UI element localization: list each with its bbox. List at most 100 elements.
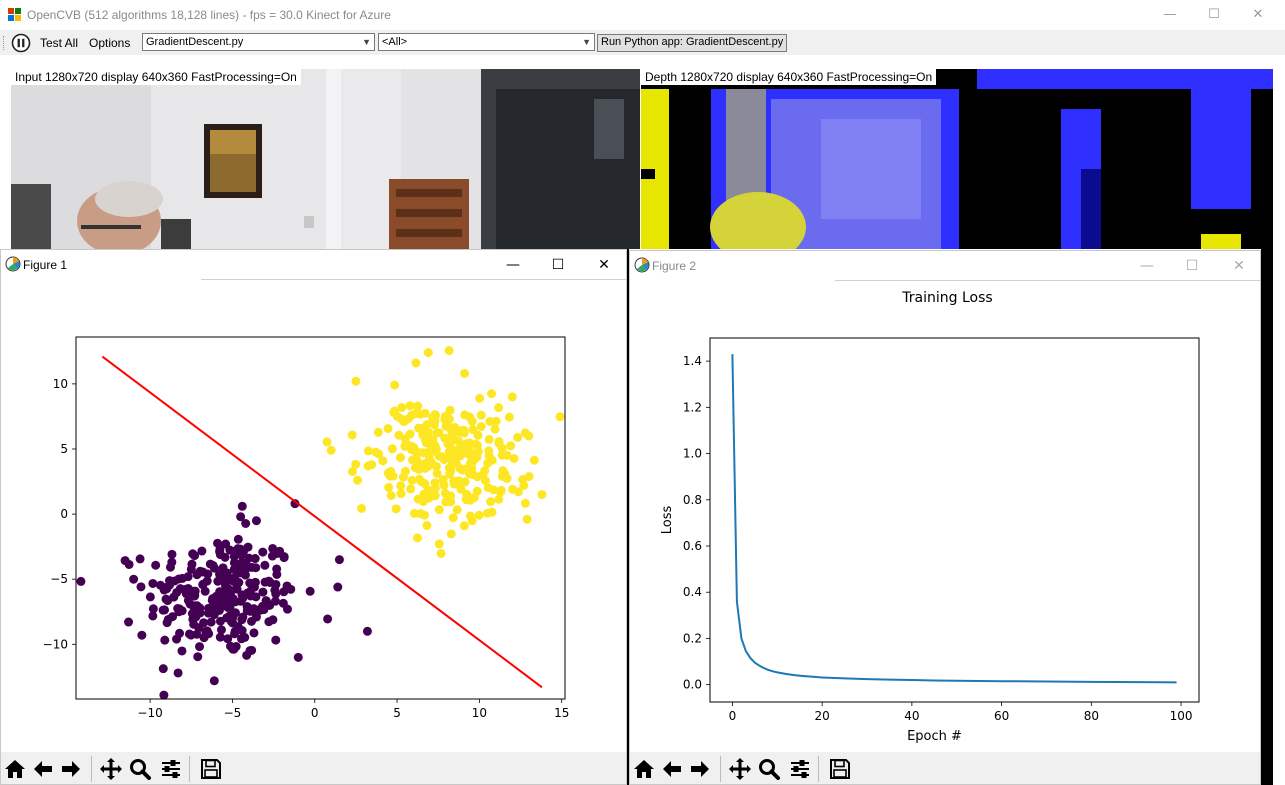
figure1-title: Figure 1: [23, 258, 68, 272]
zoom-icon[interactable]: [757, 757, 781, 781]
data-point: [445, 405, 455, 415]
save-icon[interactable]: [828, 757, 852, 781]
toolbar-grip[interactable]: [3, 36, 7, 50]
data-point: [334, 555, 344, 565]
data-point: [305, 586, 315, 596]
data-point: [411, 358, 421, 368]
data-point: [494, 438, 504, 448]
data-point: [237, 501, 247, 511]
figure2-minimize-button[interactable]: —: [1140, 258, 1154, 274]
data-point: [188, 614, 198, 624]
data-point: [446, 425, 456, 435]
data-point: [198, 567, 208, 577]
figure2-close-button[interactable]: ✕: [1233, 258, 1245, 274]
x-axis-label: Epoch #: [907, 729, 962, 744]
data-point: [240, 632, 250, 642]
y-tick-label: 5: [60, 442, 68, 456]
data-point: [137, 630, 147, 640]
data-point: [206, 617, 216, 627]
figure1-minimize-button[interactable]: —: [506, 257, 520, 273]
data-point: [186, 630, 196, 640]
save-icon[interactable]: [199, 757, 223, 781]
data-point: [473, 430, 483, 440]
figure2-title: Figure 2: [652, 259, 697, 273]
data-point: [242, 650, 252, 660]
configure-icon[interactable]: [788, 757, 812, 781]
data-point: [449, 479, 459, 489]
data-point: [407, 475, 417, 485]
maximize-button[interactable]: ☐: [1208, 7, 1220, 22]
data-point: [456, 484, 466, 494]
data-point: [208, 561, 218, 571]
data-point: [384, 482, 394, 492]
toolbar-separator: [720, 756, 721, 782]
data-point: [397, 402, 407, 412]
data-point: [258, 547, 268, 557]
data-point: [251, 516, 261, 526]
data-point: [258, 587, 268, 597]
data-point: [509, 454, 519, 464]
data-point: [270, 596, 280, 606]
data-point: [160, 605, 170, 615]
data-point: [209, 676, 219, 686]
figure2-maximize-button[interactable]: ☐: [1185, 258, 1199, 274]
data-point: [148, 604, 158, 614]
y-tick-label: 0.6: [683, 539, 702, 553]
data-point: [129, 574, 139, 584]
x-tick-label: 5: [393, 706, 401, 720]
data-point: [188, 586, 198, 596]
data-point: [465, 458, 475, 468]
data-point: [434, 505, 444, 515]
data-point: [233, 544, 243, 554]
run-python-button[interactable]: Run Python app: GradientDescent.py: [597, 34, 788, 52]
data-point: [434, 539, 444, 549]
data-point: [418, 497, 428, 507]
data-point: [423, 348, 433, 358]
home-icon[interactable]: [3, 757, 27, 781]
minimize-button[interactable]: —: [1163, 7, 1177, 22]
y-tick-label: −5: [50, 572, 68, 586]
data-point: [197, 546, 207, 556]
forward-arrow-icon[interactable]: [59, 757, 83, 781]
y-tick-label: 1.0: [683, 447, 702, 461]
data-point: [405, 429, 415, 439]
back-arrow-icon[interactable]: [31, 757, 55, 781]
configure-icon[interactable]: [159, 757, 183, 781]
data-point: [228, 644, 238, 654]
zoom-icon[interactable]: [128, 757, 152, 781]
figure1-maximize-button[interactable]: ☐: [551, 257, 565, 273]
data-point: [494, 494, 504, 504]
data-point: [164, 580, 174, 590]
close-button[interactable]: ✕: [1252, 7, 1264, 22]
algorithm-select[interactable]: GradientDescent.py ▼: [142, 33, 375, 51]
data-point: [168, 612, 178, 622]
options-button[interactable]: Options: [89, 36, 131, 50]
data-point: [383, 424, 393, 434]
pan-icon[interactable]: [728, 757, 752, 781]
figure1-close-button[interactable]: ✕: [598, 257, 610, 273]
test-all-button[interactable]: Test All: [40, 36, 79, 50]
y-tick-label: 0.0: [683, 678, 702, 692]
input-panel: Input 1280x720 display 640x360 FastProce…: [11, 69, 640, 249]
window-title: OpenCVB (512 algorithms 18,128 lines) - …: [27, 8, 391, 22]
y-tick-label: 1.2: [683, 400, 702, 414]
data-point: [240, 570, 250, 580]
data-point: [460, 464, 470, 474]
data-point: [245, 586, 255, 596]
toolbar-separator: [818, 756, 819, 782]
group-select[interactable]: <All> ▼: [378, 33, 595, 51]
data-point: [193, 652, 203, 662]
forward-arrow-icon[interactable]: [688, 757, 712, 781]
data-point: [429, 491, 439, 501]
data-point: [529, 455, 539, 465]
depth-label: Depth 1280x720 display 640x360 FastProce…: [641, 69, 937, 85]
pan-icon[interactable]: [99, 757, 123, 781]
back-arrow-icon[interactable]: [660, 757, 684, 781]
home-icon[interactable]: [632, 757, 656, 781]
pause-icon[interactable]: [11, 33, 31, 53]
x-tick-label: 0: [729, 709, 737, 723]
data-point: [502, 473, 512, 483]
data-point: [441, 497, 451, 507]
data-point: [409, 508, 419, 518]
x-tick-label: 0: [311, 706, 319, 720]
